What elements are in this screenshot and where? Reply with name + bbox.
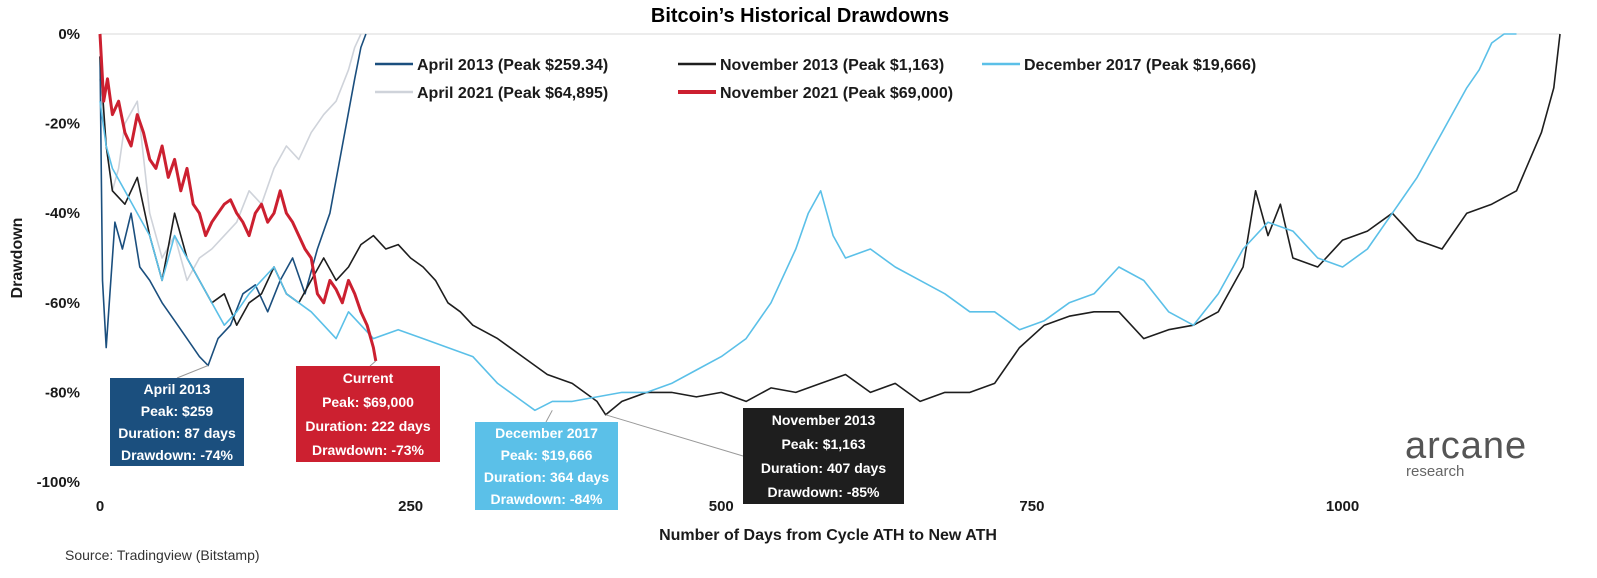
annotations: April 2013 Peak: $259 Duration: 87 days Dra…: [110, 360, 904, 510]
y-tick-label-0: 0%: [58, 26, 80, 43]
y-axis-ticks: 0% -20% -40% -60% -80% -100%: [37, 26, 80, 491]
legend-label-0: April 2013 (Peak $259.34): [417, 57, 608, 74]
annotation-text-3-3: Drawdown: -85%: [767, 484, 880, 500]
annotation-text-2-1: Peak: $19,666: [501, 447, 593, 463]
annotation-box-0: [110, 378, 244, 466]
series-line-3: [99, 33, 362, 282]
series-line-1: [99, 33, 1561, 416]
chart-title: Bitcoin’s Historical Drawdowns: [651, 5, 949, 27]
y-tick-label-2: -40%: [45, 205, 80, 222]
source-note: Source: Tradingview (Bitstamp): [65, 547, 260, 563]
annotation-text-2-3: Drawdown: -84%: [490, 491, 603, 507]
annotation-box-2: [475, 422, 618, 510]
series-line-2: [99, 33, 1517, 412]
annotation-text-1-3: Drawdown: -73%: [312, 442, 425, 458]
annotation-text-0-2: Duration: 87 days: [118, 425, 236, 441]
y-tick-label-1: -20%: [45, 116, 80, 133]
logo-wordmark: arcane: [1405, 425, 1527, 467]
annotation-leader-3: [605, 414, 744, 457]
annotation-text-3-0: November 2013: [772, 412, 876, 428]
annotation-text-0-0: April 2013: [144, 381, 211, 397]
x-tick-label-0: 0: [96, 498, 104, 515]
annotation-box-3: [743, 408, 904, 504]
x-tick-label-2: 500: [709, 498, 734, 515]
x-tick-label-4: 1000: [1326, 498, 1359, 515]
legend-label-2: December 2017 (Peak $19,666): [1024, 57, 1256, 74]
annotation-box-1: [296, 366, 440, 462]
annotation-text-3-1: Peak: $1,163: [781, 436, 865, 452]
legend-label-3: April 2021 (Peak $64,895): [417, 85, 608, 102]
annotation-leader-2: [545, 410, 553, 423]
annotation-leader-0: [176, 365, 209, 379]
annotation-text-2-0: December 2017: [495, 425, 598, 441]
x-tick-label-3: 750: [1019, 498, 1044, 515]
series-layer: [98, 33, 1561, 416]
x-tick-label-1: 250: [398, 498, 423, 515]
annotation-text-1-0: Current: [343, 370, 394, 386]
y-tick-label-5: -100%: [37, 474, 80, 491]
annotation-text-2-2: Duration: 364 days: [484, 469, 609, 485]
y-tick-label-4: -80%: [45, 384, 80, 401]
annotation-text-1-1: Peak: $69,000: [322, 394, 414, 410]
legend: April 2013 (Peak $259.34) November 2013 (…: [375, 57, 1256, 102]
y-tick-label-3: -60%: [45, 295, 80, 312]
x-axis-label: Number of Days from Cycle ATH to New ATH: [659, 527, 997, 544]
x-axis-ticks: 0 250 500 750 1000: [96, 498, 1359, 515]
y-axis-label: Drawdown: [9, 218, 26, 299]
annotation-text-0-1: Peak: $259: [141, 403, 214, 419]
legend-label-4: November 2021 (Peak $69,000): [720, 85, 953, 102]
legend-label-1: November 2013 (Peak $1,163): [720, 57, 944, 74]
logo-subtitle: research: [1406, 463, 1464, 480]
series-line-4: [98, 33, 378, 362]
series-line-0: [99, 33, 367, 367]
annotation-leader-1: [369, 360, 377, 367]
arcane-logo: arcane research: [1405, 425, 1527, 480]
annotation-text-3-2: Duration: 407 days: [761, 460, 886, 476]
annotation-text-1-2: Duration: 222 days: [305, 418, 430, 434]
annotation-text-0-3: Drawdown: -74%: [121, 447, 234, 463]
